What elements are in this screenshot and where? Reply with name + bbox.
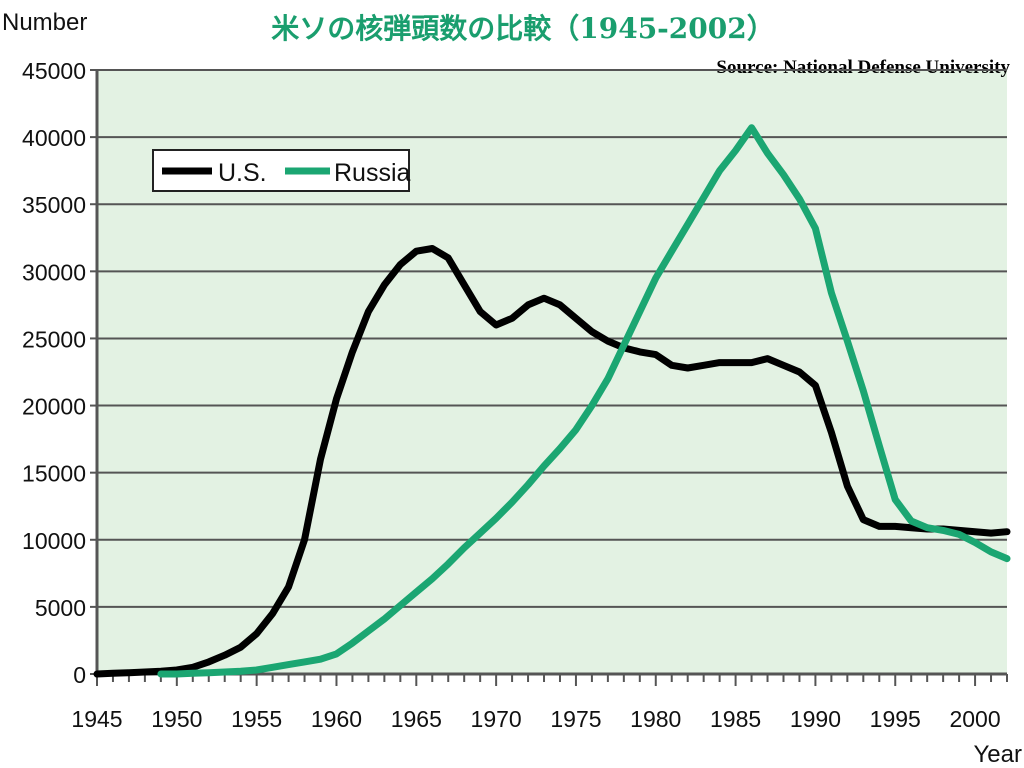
- x-tick-label-1950: 1950: [151, 706, 202, 732]
- legend: U.S. Russia: [152, 149, 411, 192]
- x-tick-label-1990: 1990: [790, 706, 841, 732]
- y-tick-label-15000: 15000: [22, 461, 86, 487]
- x-axis-label: Year: [974, 741, 1023, 768]
- grid: [97, 69, 1007, 608]
- x-tick-label-1975: 1975: [550, 706, 601, 732]
- x-tick-label-1955: 1955: [231, 706, 282, 732]
- y-tick-label-40000: 40000: [22, 125, 86, 151]
- x-tick-label-2000: 2000: [949, 706, 1000, 732]
- y-tick-label-30000: 30000: [22, 259, 86, 285]
- x-tick-label-1980: 1980: [630, 706, 681, 732]
- series: [93, 124, 1011, 678]
- y-tick-label-10000: 10000: [22, 528, 86, 554]
- legend-label-us: U.S.: [218, 159, 267, 187]
- tick-labels: 0 5000 10000 15000 20000 25000 30000 35000 40000…: [22, 58, 1001, 732]
- x-tick-label-1970: 1970: [471, 706, 522, 732]
- y-tick-label-5000: 5000: [35, 595, 86, 621]
- y-axis-label: Number: [2, 9, 87, 36]
- y-tick-label-35000: 35000: [22, 192, 86, 218]
- series-line-us: [93, 245, 1011, 678]
- x-tick-label-1965: 1965: [391, 706, 442, 732]
- chart-title: 米ソの核弾頭数の比較（1945-2002）: [271, 12, 774, 45]
- x-tick-label-1945: 1945: [71, 706, 122, 732]
- legend-label-russia: Russia: [334, 159, 411, 187]
- x-tick-label-1995: 1995: [870, 706, 921, 732]
- y-tick-label-25000: 25000: [22, 326, 86, 352]
- source-note: Source: National Defense University: [716, 57, 1010, 78]
- y-tick-label-0: 0: [73, 662, 86, 688]
- y-tick-label-45000: 45000: [22, 58, 86, 84]
- series-line-russia: [157, 124, 1011, 678]
- x-tick-label-1985: 1985: [710, 706, 761, 732]
- y-tick-label-20000: 20000: [22, 394, 86, 420]
- x-tick-label-1960: 1960: [311, 706, 362, 732]
